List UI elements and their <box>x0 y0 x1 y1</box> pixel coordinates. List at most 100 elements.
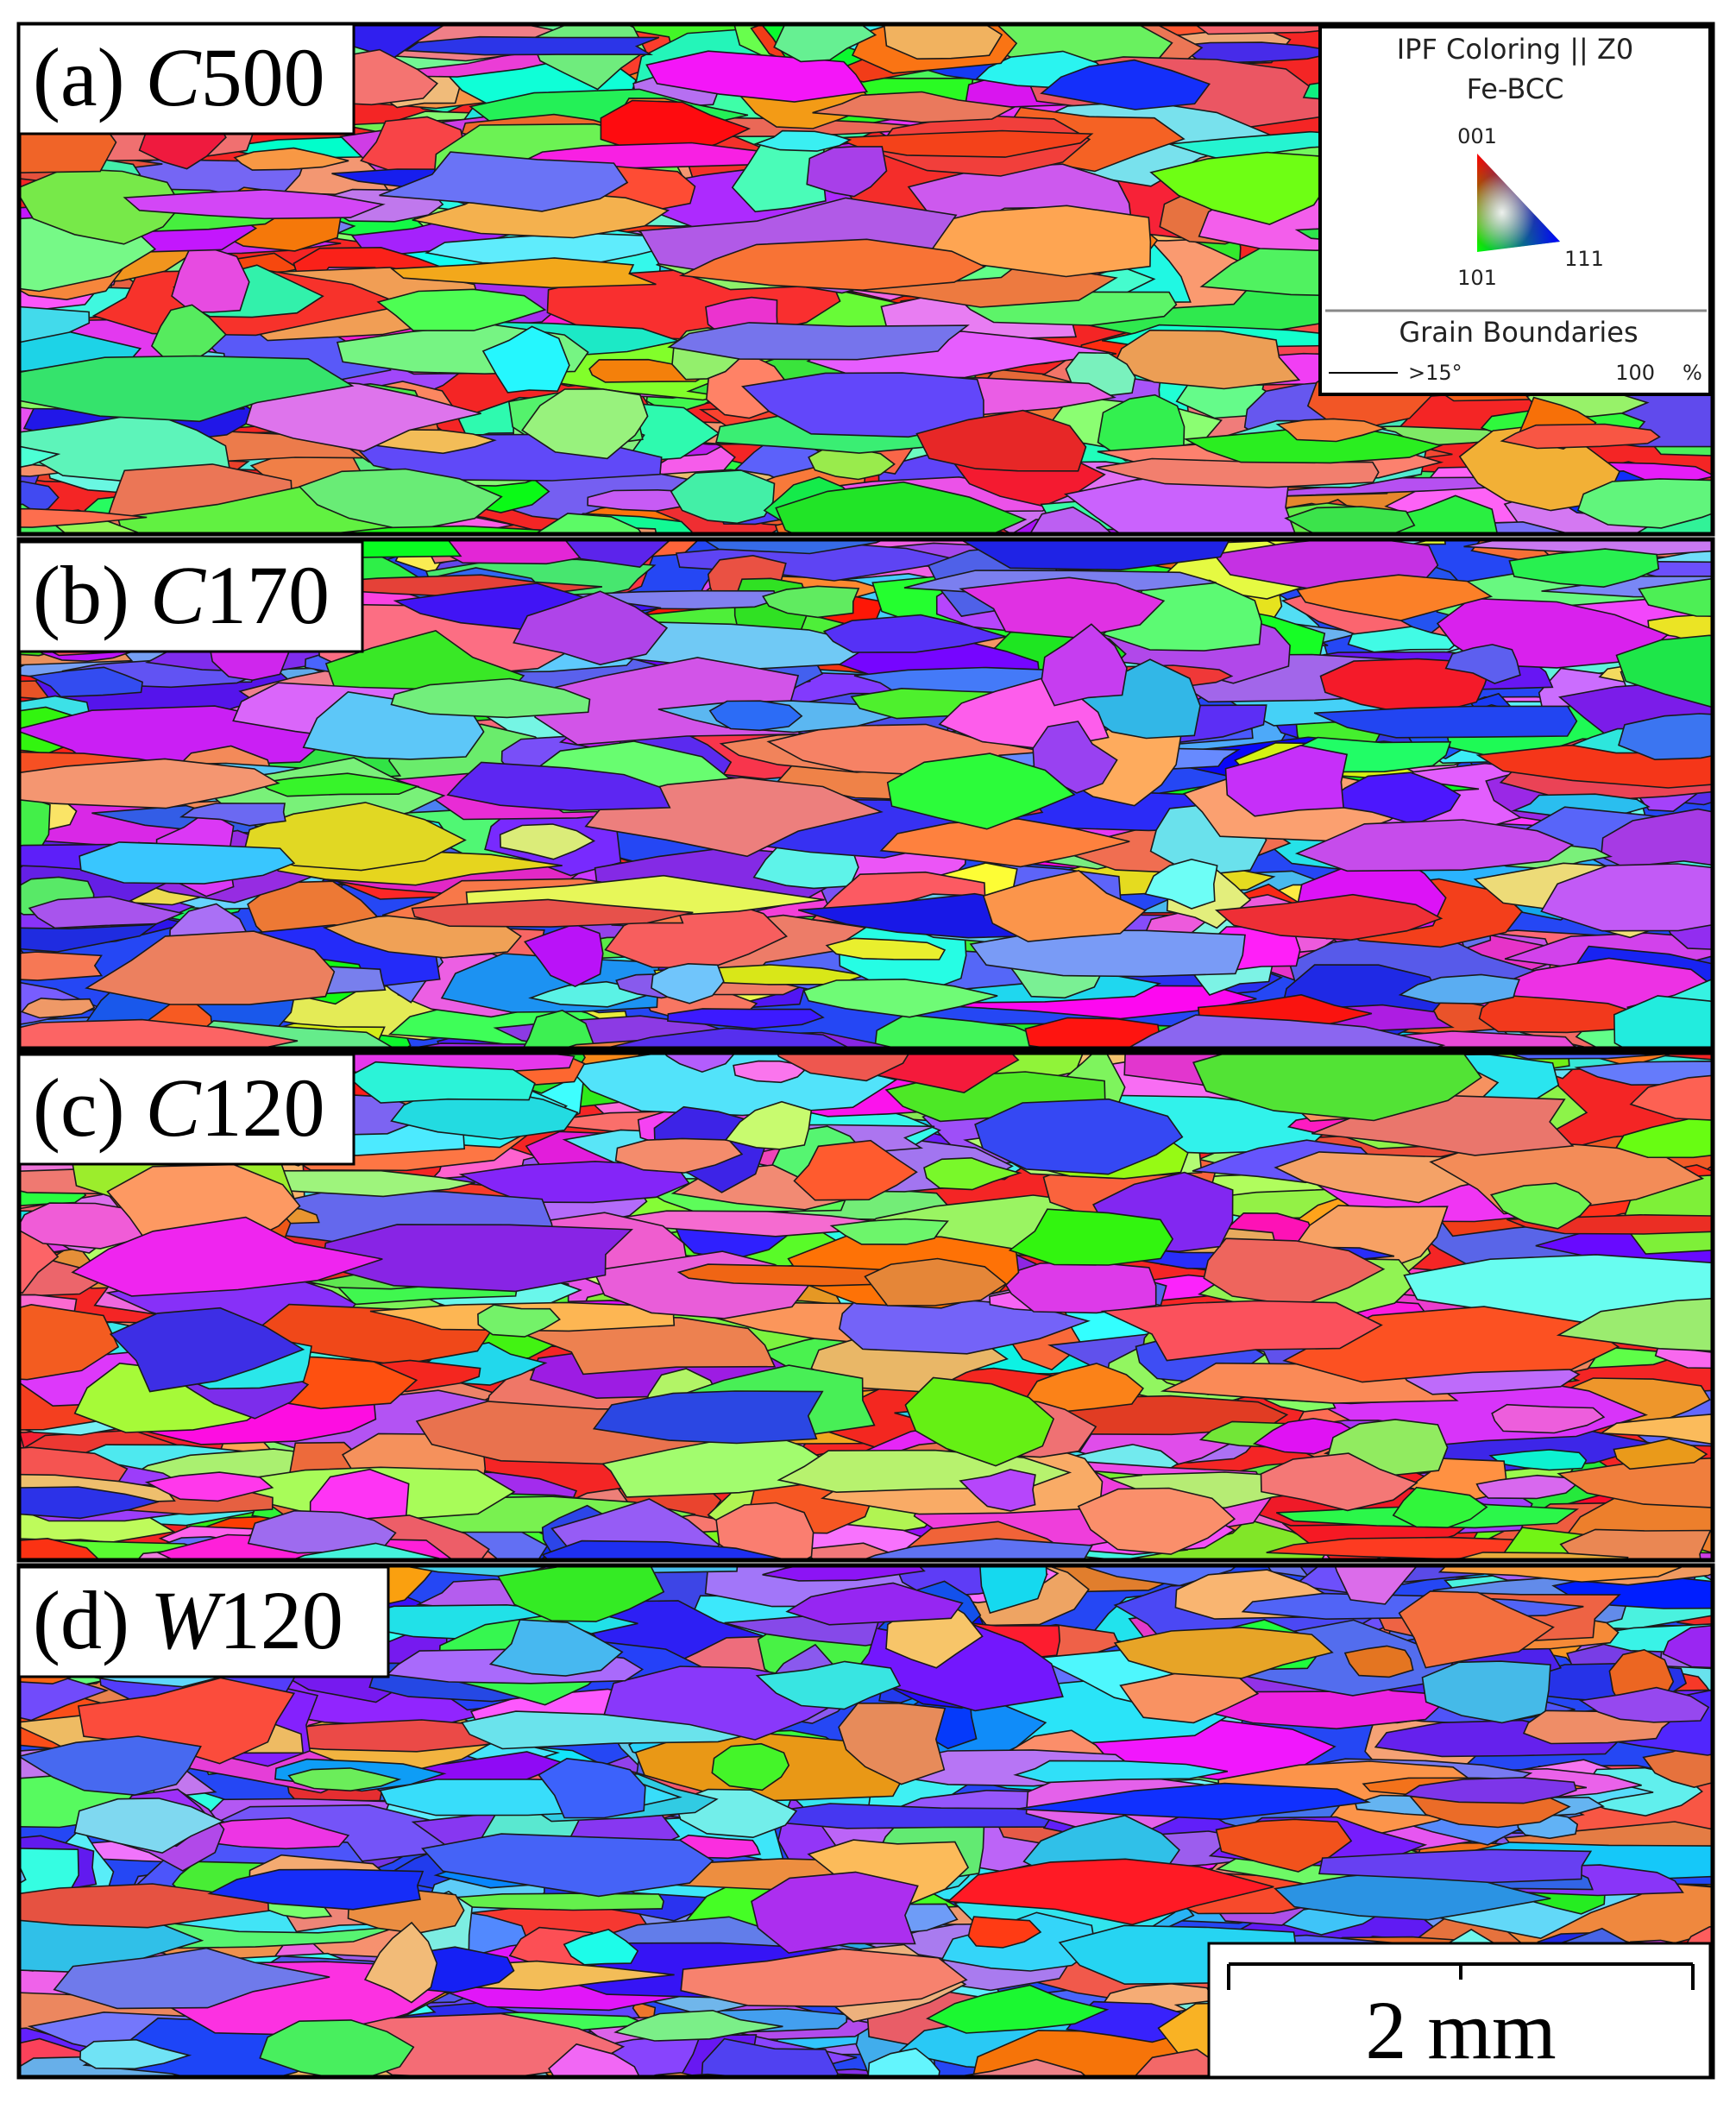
grain <box>1574 1060 1713 1086</box>
grain <box>563 539 674 569</box>
grain <box>1578 1686 1710 1723</box>
grain <box>19 305 91 343</box>
sample-prefix: W <box>150 1574 226 1666</box>
grain <box>19 1537 101 1560</box>
grain <box>1463 539 1713 556</box>
sample-prefix: C <box>146 31 202 123</box>
grain <box>1613 995 1713 1048</box>
grain <box>967 1916 1042 1949</box>
grain <box>1398 1590 1555 1669</box>
grain <box>19 1018 299 1048</box>
panel-letter: (d) <box>33 1574 129 1666</box>
grain <box>481 325 570 394</box>
grain <box>390 257 657 289</box>
grain <box>762 1565 926 1582</box>
grain <box>1398 973 1521 1005</box>
grain <box>1444 644 1521 684</box>
grain <box>947 1858 1274 1926</box>
grain <box>825 937 947 960</box>
grain <box>421 1833 714 1898</box>
grain <box>79 841 296 885</box>
grain <box>915 409 1087 472</box>
grain <box>864 1257 1008 1307</box>
panel-label: (c) C120 <box>17 1053 355 1166</box>
boundary-angle: >15° <box>1408 361 1462 385</box>
grain <box>860 1538 1094 1560</box>
sample-number: 500 <box>201 31 325 123</box>
map-border <box>16 537 1715 1051</box>
grain <box>1392 1486 1488 1529</box>
grain <box>1100 1300 1383 1362</box>
grain <box>1144 858 1218 910</box>
grain <box>363 1921 438 2004</box>
grain <box>1638 577 1713 617</box>
grain <box>1557 1457 1713 1508</box>
grain <box>1008 1208 1174 1266</box>
sample-prefix: C <box>146 1061 202 1154</box>
grain <box>73 1798 225 1854</box>
grain <box>19 951 104 981</box>
grain <box>904 1376 1055 1467</box>
grain <box>601 1027 852 1048</box>
grain <box>883 24 1003 60</box>
grain <box>822 614 1007 653</box>
grain <box>667 1008 825 1029</box>
grain <box>496 1565 665 1622</box>
grain <box>1614 1116 1713 1159</box>
scale-bar-label: 2 mm <box>1365 1984 1556 2076</box>
panel-letter: (c) <box>33 1061 125 1154</box>
scale-bar: 2 mm <box>1207 1942 1712 2079</box>
grain <box>144 1471 274 1502</box>
grain <box>287 1767 402 1792</box>
grain <box>708 700 803 732</box>
grain <box>1629 1074 1713 1121</box>
panel-label: (b) C170 <box>17 540 364 653</box>
grain <box>1275 418 1387 443</box>
grain <box>28 896 185 929</box>
grain <box>959 576 1166 639</box>
ipf-corner-label: 001 <box>1457 124 1497 148</box>
grain <box>982 870 1148 942</box>
grain <box>651 962 725 1004</box>
fraction-unit: % <box>1683 361 1702 385</box>
grain <box>19 1303 120 1381</box>
grain <box>1491 1403 1606 1434</box>
grain <box>1224 744 1349 817</box>
grain <box>762 585 860 619</box>
sample-number: 120 <box>219 1574 343 1666</box>
grain <box>1556 1297 1713 1352</box>
grain <box>874 1013 1044 1048</box>
grain <box>670 469 776 525</box>
grain <box>1600 808 1713 878</box>
grain <box>171 247 250 313</box>
panel-label: (a) C500 <box>17 22 355 135</box>
label-text: (c) C120 <box>33 1061 325 1154</box>
grain <box>755 1660 902 1710</box>
grain <box>1613 1438 1708 1470</box>
grain <box>1215 1818 1353 1873</box>
map-border <box>16 1563 1715 2080</box>
grain <box>715 1502 815 1560</box>
ipf-corner-label: 101 <box>1457 266 1497 290</box>
grain <box>1214 893 1444 941</box>
grain <box>834 129 1094 158</box>
grain <box>19 1486 159 1520</box>
grain <box>403 35 660 56</box>
grain <box>541 1539 791 1560</box>
grain <box>259 2019 415 2077</box>
grain <box>548 2043 641 2077</box>
grain <box>1028 506 1114 534</box>
grain <box>1040 59 1211 110</box>
label-box <box>17 22 355 135</box>
grain <box>1576 478 1713 529</box>
grain <box>1475 1474 1584 1500</box>
ebsd-map <box>19 539 1713 1048</box>
grain <box>563 1929 639 1966</box>
grain <box>1284 506 1416 534</box>
grain <box>678 238 987 292</box>
grain <box>536 513 643 534</box>
grain <box>207 1868 425 1911</box>
grain <box>879 818 1130 868</box>
grain <box>751 1871 919 1955</box>
grain <box>614 1137 744 1174</box>
